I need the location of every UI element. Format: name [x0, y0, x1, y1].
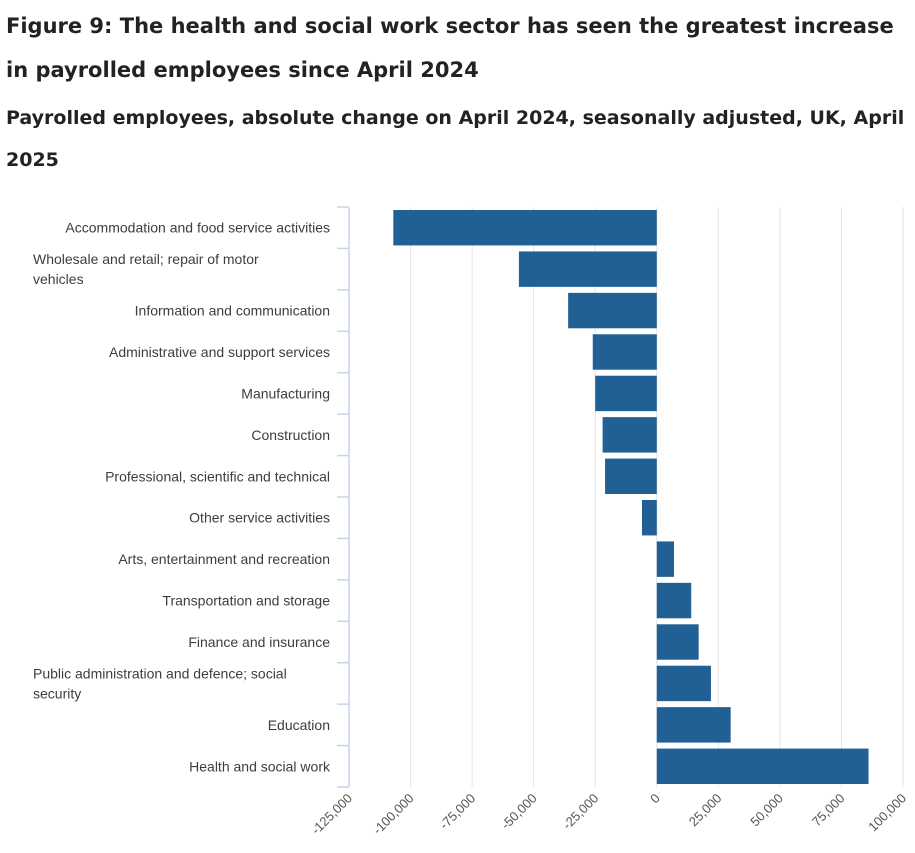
category-label: Transportation and storage [162, 593, 330, 609]
category-label: Professional, scientific and technical [105, 468, 330, 484]
bar [656, 624, 699, 660]
category-label: Public administration and defence; socia… [33, 665, 287, 681]
x-tick-label: -100,000 [370, 791, 417, 838]
chart-subtitle: Payrolled employees, absolute change on … [6, 107, 905, 171]
category-label: Other service activities [189, 510, 330, 526]
x-tick-label: 75,000 [809, 791, 848, 830]
bar [393, 210, 657, 246]
category-label: Administrative and support services [109, 344, 330, 360]
category-label: Finance and insurance [188, 634, 330, 650]
x-tick-label: 50,000 [747, 791, 786, 830]
category-label: Construction [251, 427, 330, 443]
bar [656, 665, 711, 702]
category-label: Accommodation and food service activitie… [65, 220, 330, 236]
category-labels: Accommodation and food service activitie… [33, 220, 331, 775]
x-tick-label: -25,000 [560, 791, 602, 833]
x-tick-label: -125,000 [308, 791, 355, 838]
bar [656, 582, 692, 619]
bar [602, 417, 657, 453]
x-tick-label: 25,000 [686, 791, 725, 830]
bar [656, 707, 731, 743]
x-tick-label: 100,000 [865, 791, 909, 835]
bar [592, 334, 657, 370]
category-label: Education [268, 717, 330, 733]
bar [605, 458, 657, 494]
bar [595, 375, 657, 412]
x-tick-label: 0 [647, 791, 663, 807]
category-label: Health and social work [189, 758, 331, 774]
bar [568, 292, 657, 329]
bars [393, 210, 869, 784]
bar [656, 541, 675, 577]
category-label: Wholesale and retail; repair of motor [33, 251, 259, 267]
x-axis-tick-labels: -125,000 -100,000 -75,000 -50,000 -25,000 0 25… [308, 791, 909, 838]
category-axis [337, 206, 350, 788]
bar [656, 748, 869, 784]
category-label: Manufacturing [241, 385, 330, 401]
category-label: Arts, entertainment and recreation [118, 551, 330, 567]
x-tick-label: -50,000 [498, 791, 540, 833]
x-tick-label: -75,000 [436, 791, 478, 833]
bar [642, 500, 657, 536]
chart-title: Figure 9: The health and social work sec… [6, 14, 894, 82]
category-label: vehicles [33, 271, 84, 287]
category-label: security [33, 685, 81, 701]
bar [518, 251, 657, 287]
category-label: Information and communication [135, 303, 330, 319]
